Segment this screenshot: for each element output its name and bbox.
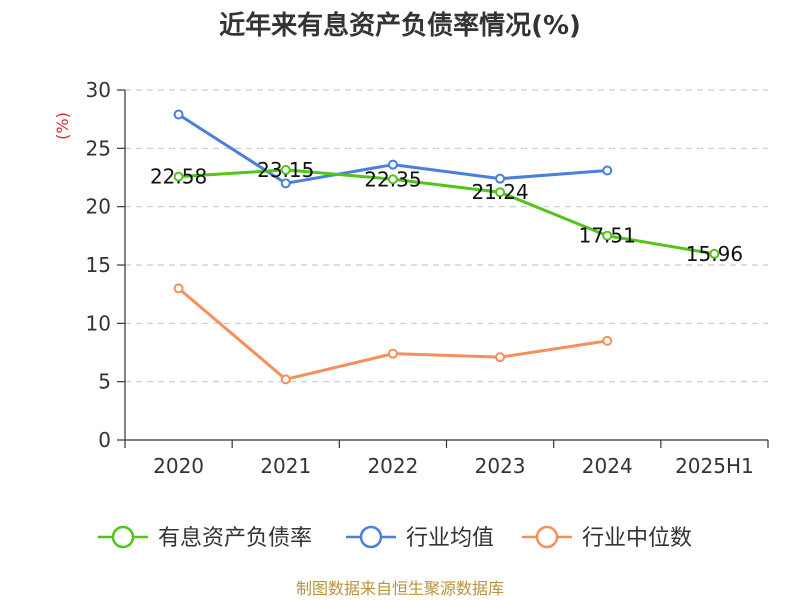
x-tick-label: 2024: [582, 454, 633, 478]
y-tick-label: 15: [86, 253, 111, 277]
data-label: 17.51: [579, 224, 636, 248]
source-note: 制图数据来自恒生聚源数据库: [296, 579, 504, 598]
legend-marker: [359, 525, 383, 549]
chart-title: 近年来有息资产负债率情况(%): [219, 10, 581, 41]
y-tick-label: 0: [98, 428, 111, 452]
data-label: 23.15: [257, 158, 314, 182]
data-point: [173, 283, 184, 294]
y-tick-label: 5: [98, 370, 111, 394]
legend: 有息资产负债率 行业均值 行业中位数: [98, 525, 692, 551]
legend-label: 行业中位数: [582, 526, 692, 551]
x-tick-label: 2021: [260, 454, 311, 478]
data-point: [495, 173, 506, 184]
series-group: 22.58 23.15 22.35 21.24 17.51 15.96: [150, 109, 743, 385]
data-label: 15.96: [686, 242, 743, 266]
y-axis-ticks: 0 5 10 15 20 25 30: [86, 78, 125, 452]
data-point: [387, 174, 398, 185]
x-tick-label: 2022: [367, 454, 418, 478]
data-point: [602, 165, 613, 176]
series-line-2: [177, 287, 608, 381]
y-tick-label: 25: [86, 136, 111, 160]
data-label: 22.35: [364, 167, 421, 191]
data-point: [280, 178, 291, 189]
data-point: [602, 230, 613, 241]
grid-lines: [125, 89, 768, 383]
x-tick-label: 2025H1: [675, 454, 754, 478]
data-point: [173, 109, 184, 120]
y-axis-unit: (%): [53, 112, 72, 140]
data-label: 22.58: [150, 165, 207, 189]
x-axis-ticks: 2020 2021 2022 2023 2024 2025H1: [153, 454, 754, 478]
y-tick-label: 20: [86, 195, 111, 219]
legend-label: 行业均值: [406, 526, 494, 551]
x-tick-label: 2023: [475, 454, 526, 478]
legend-label: 有息资产负债率: [158, 526, 312, 551]
y-tick-label: 10: [86, 311, 111, 335]
data-point: [387, 159, 398, 170]
y-tick-label: 30: [86, 78, 111, 102]
data-point: [495, 187, 506, 198]
series-line-0: [178, 168, 715, 256]
data-point: [709, 248, 720, 259]
legend-marker: [111, 525, 135, 549]
x-tick-label: 2020: [153, 454, 204, 478]
legend-marker: [535, 525, 559, 549]
data-point: [173, 171, 184, 182]
data-label: 21.24: [471, 180, 528, 204]
data-point: [280, 164, 291, 175]
data-point: [387, 348, 398, 359]
data-point: [495, 352, 506, 363]
data-point: [280, 374, 291, 385]
data-point: [602, 335, 613, 346]
